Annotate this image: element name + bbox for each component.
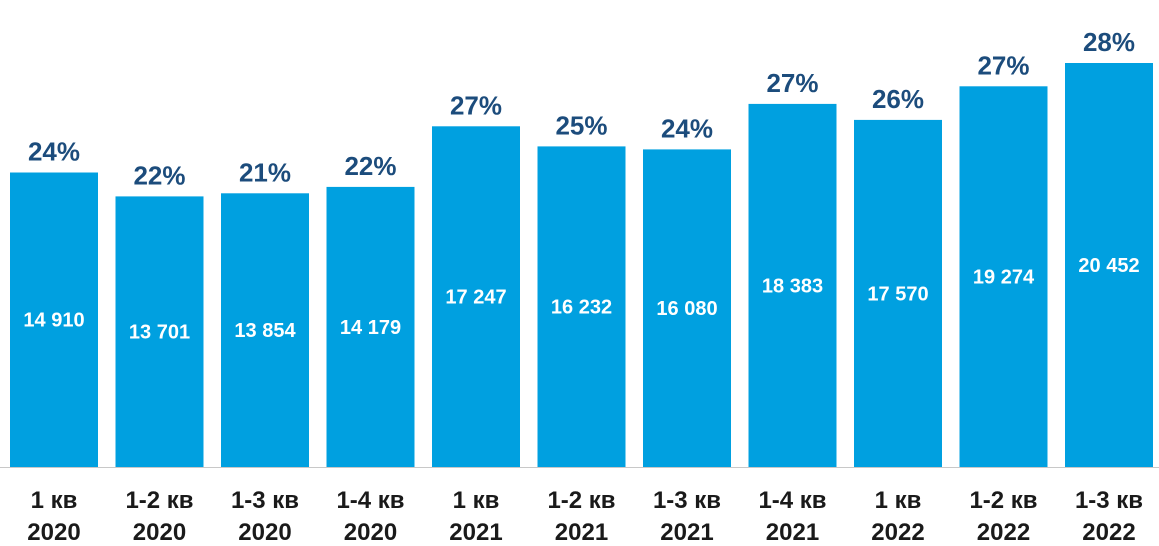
bar-value-label: 13 854 xyxy=(234,320,296,342)
category-period: 1 кв xyxy=(453,487,500,514)
bar-percent-label: 26% xyxy=(872,84,924,114)
category-year: 2020 xyxy=(133,519,186,546)
category-period: 1 кв xyxy=(875,487,922,514)
category-year: 2021 xyxy=(555,519,608,546)
bar-value-label: 14 179 xyxy=(340,317,401,339)
bar-percent-label: 22% xyxy=(133,160,185,190)
bar-percent-label: 27% xyxy=(450,90,502,120)
category-period: 1-3 кв xyxy=(231,487,299,514)
category-year: 2021 xyxy=(766,519,819,546)
bar xyxy=(854,119,942,468)
bar xyxy=(221,193,309,468)
category-period: 1-4 кв xyxy=(336,487,404,514)
bar-value-label: 13 701 xyxy=(129,322,190,344)
bar xyxy=(959,86,1048,468)
bar-value-label: 16 232 xyxy=(551,297,612,319)
category-period: 1-3 кв xyxy=(1075,487,1143,514)
bar-value-label: 17 247 xyxy=(445,287,506,309)
category-year: 2020 xyxy=(344,519,397,546)
bar-percent-label: 21% xyxy=(239,157,291,187)
category-year: 2022 xyxy=(1082,519,1135,546)
bar xyxy=(1065,63,1153,467)
bar xyxy=(326,186,415,467)
category-label: 1 кв 2022 xyxy=(871,487,924,546)
bars-group xyxy=(10,63,1153,468)
category-label: 1-3 кв 2020 xyxy=(231,487,299,546)
bar xyxy=(643,149,731,467)
category-year: 2020 xyxy=(238,519,291,546)
category-year: 2021 xyxy=(660,519,713,546)
category-label: 1 кв 2020 xyxy=(27,487,80,546)
category-period: 1-2 кв xyxy=(125,487,193,514)
bar-value-label: 16 080 xyxy=(656,298,717,320)
category-period: 1-2 кв xyxy=(547,487,615,514)
category-period: 1-4 кв xyxy=(758,487,826,514)
category-label: 1 кв 2021 xyxy=(449,487,502,546)
category-year: 2022 xyxy=(977,519,1030,546)
bar xyxy=(537,146,626,467)
category-year: 2020 xyxy=(27,519,80,546)
category-label: 1-4 кв 2020 xyxy=(336,487,404,546)
bar-value-label: 17 570 xyxy=(867,284,928,306)
bar-percent-label: 27% xyxy=(766,68,818,98)
category-label: 1-2 кв 2022 xyxy=(969,487,1037,546)
category-label: 1-2 кв 2020 xyxy=(125,487,193,546)
bar-percent-label: 24% xyxy=(28,137,80,167)
bar xyxy=(748,103,837,468)
category-label: 1-3 кв 2021 xyxy=(653,487,721,546)
category-period: 1 кв xyxy=(31,487,78,514)
bar xyxy=(10,172,98,467)
category-year: 2022 xyxy=(871,519,924,546)
category-label: 1-2 кв 2021 xyxy=(547,487,615,546)
bar-percent-label: 24% xyxy=(661,113,713,143)
bar-percent-label: 28% xyxy=(1083,27,1135,57)
category-label: 1-4 кв 2021 xyxy=(758,487,826,546)
value-labels-group: 14 910 13 701 13 854 14 179 17 247 16 232 16 0… xyxy=(23,255,1139,344)
bar-value-label: 14 910 xyxy=(23,310,84,332)
bar xyxy=(115,196,204,467)
category-period: 1-3 кв xyxy=(653,487,721,514)
percent-labels-group: 24% 22% 21% 22% 27% 25% 24% 27% 26% 27% 28% xyxy=(28,27,1135,190)
category-period: 1-2 кв xyxy=(969,487,1037,514)
bar xyxy=(432,126,520,468)
category-label: 1-3 кв 2022 xyxy=(1075,487,1143,546)
bar-percent-label: 22% xyxy=(344,151,396,181)
bar-value-label: 19 274 xyxy=(973,267,1035,289)
bar-percent-label: 25% xyxy=(555,110,607,140)
category-year: 2021 xyxy=(449,519,502,546)
bar-value-label: 18 383 xyxy=(762,275,823,297)
bar-value-label: 20 452 xyxy=(1078,255,1139,277)
bar-percent-label: 27% xyxy=(977,50,1029,80)
